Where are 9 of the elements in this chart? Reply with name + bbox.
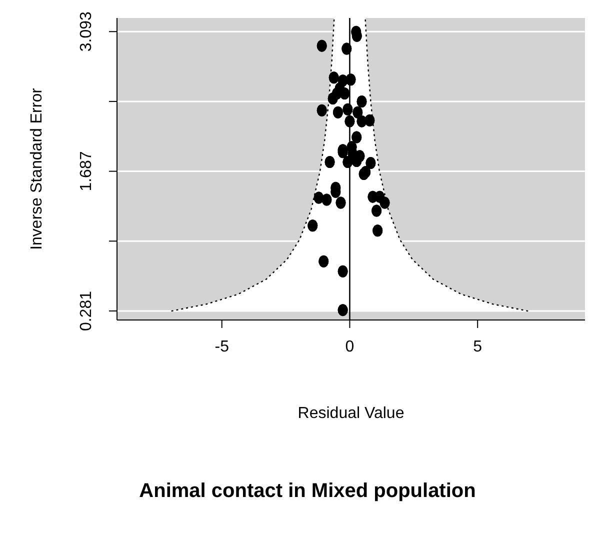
y-axis-title: Inverse Standard Error	[28, 87, 46, 250]
y-tick-label: 0.281	[78, 290, 95, 331]
x-axis-title: Residual Value	[298, 405, 404, 422]
y-tick-label: 1.687	[78, 151, 95, 192]
y-tick-label: 3.093	[78, 11, 95, 52]
text: Animal contact in Mixed population	[138, 480, 477, 503]
x-tick-label: 0	[345, 338, 354, 356]
x-tick-label: -5	[214, 338, 230, 356]
x-tick-label: 5	[473, 338, 482, 356]
